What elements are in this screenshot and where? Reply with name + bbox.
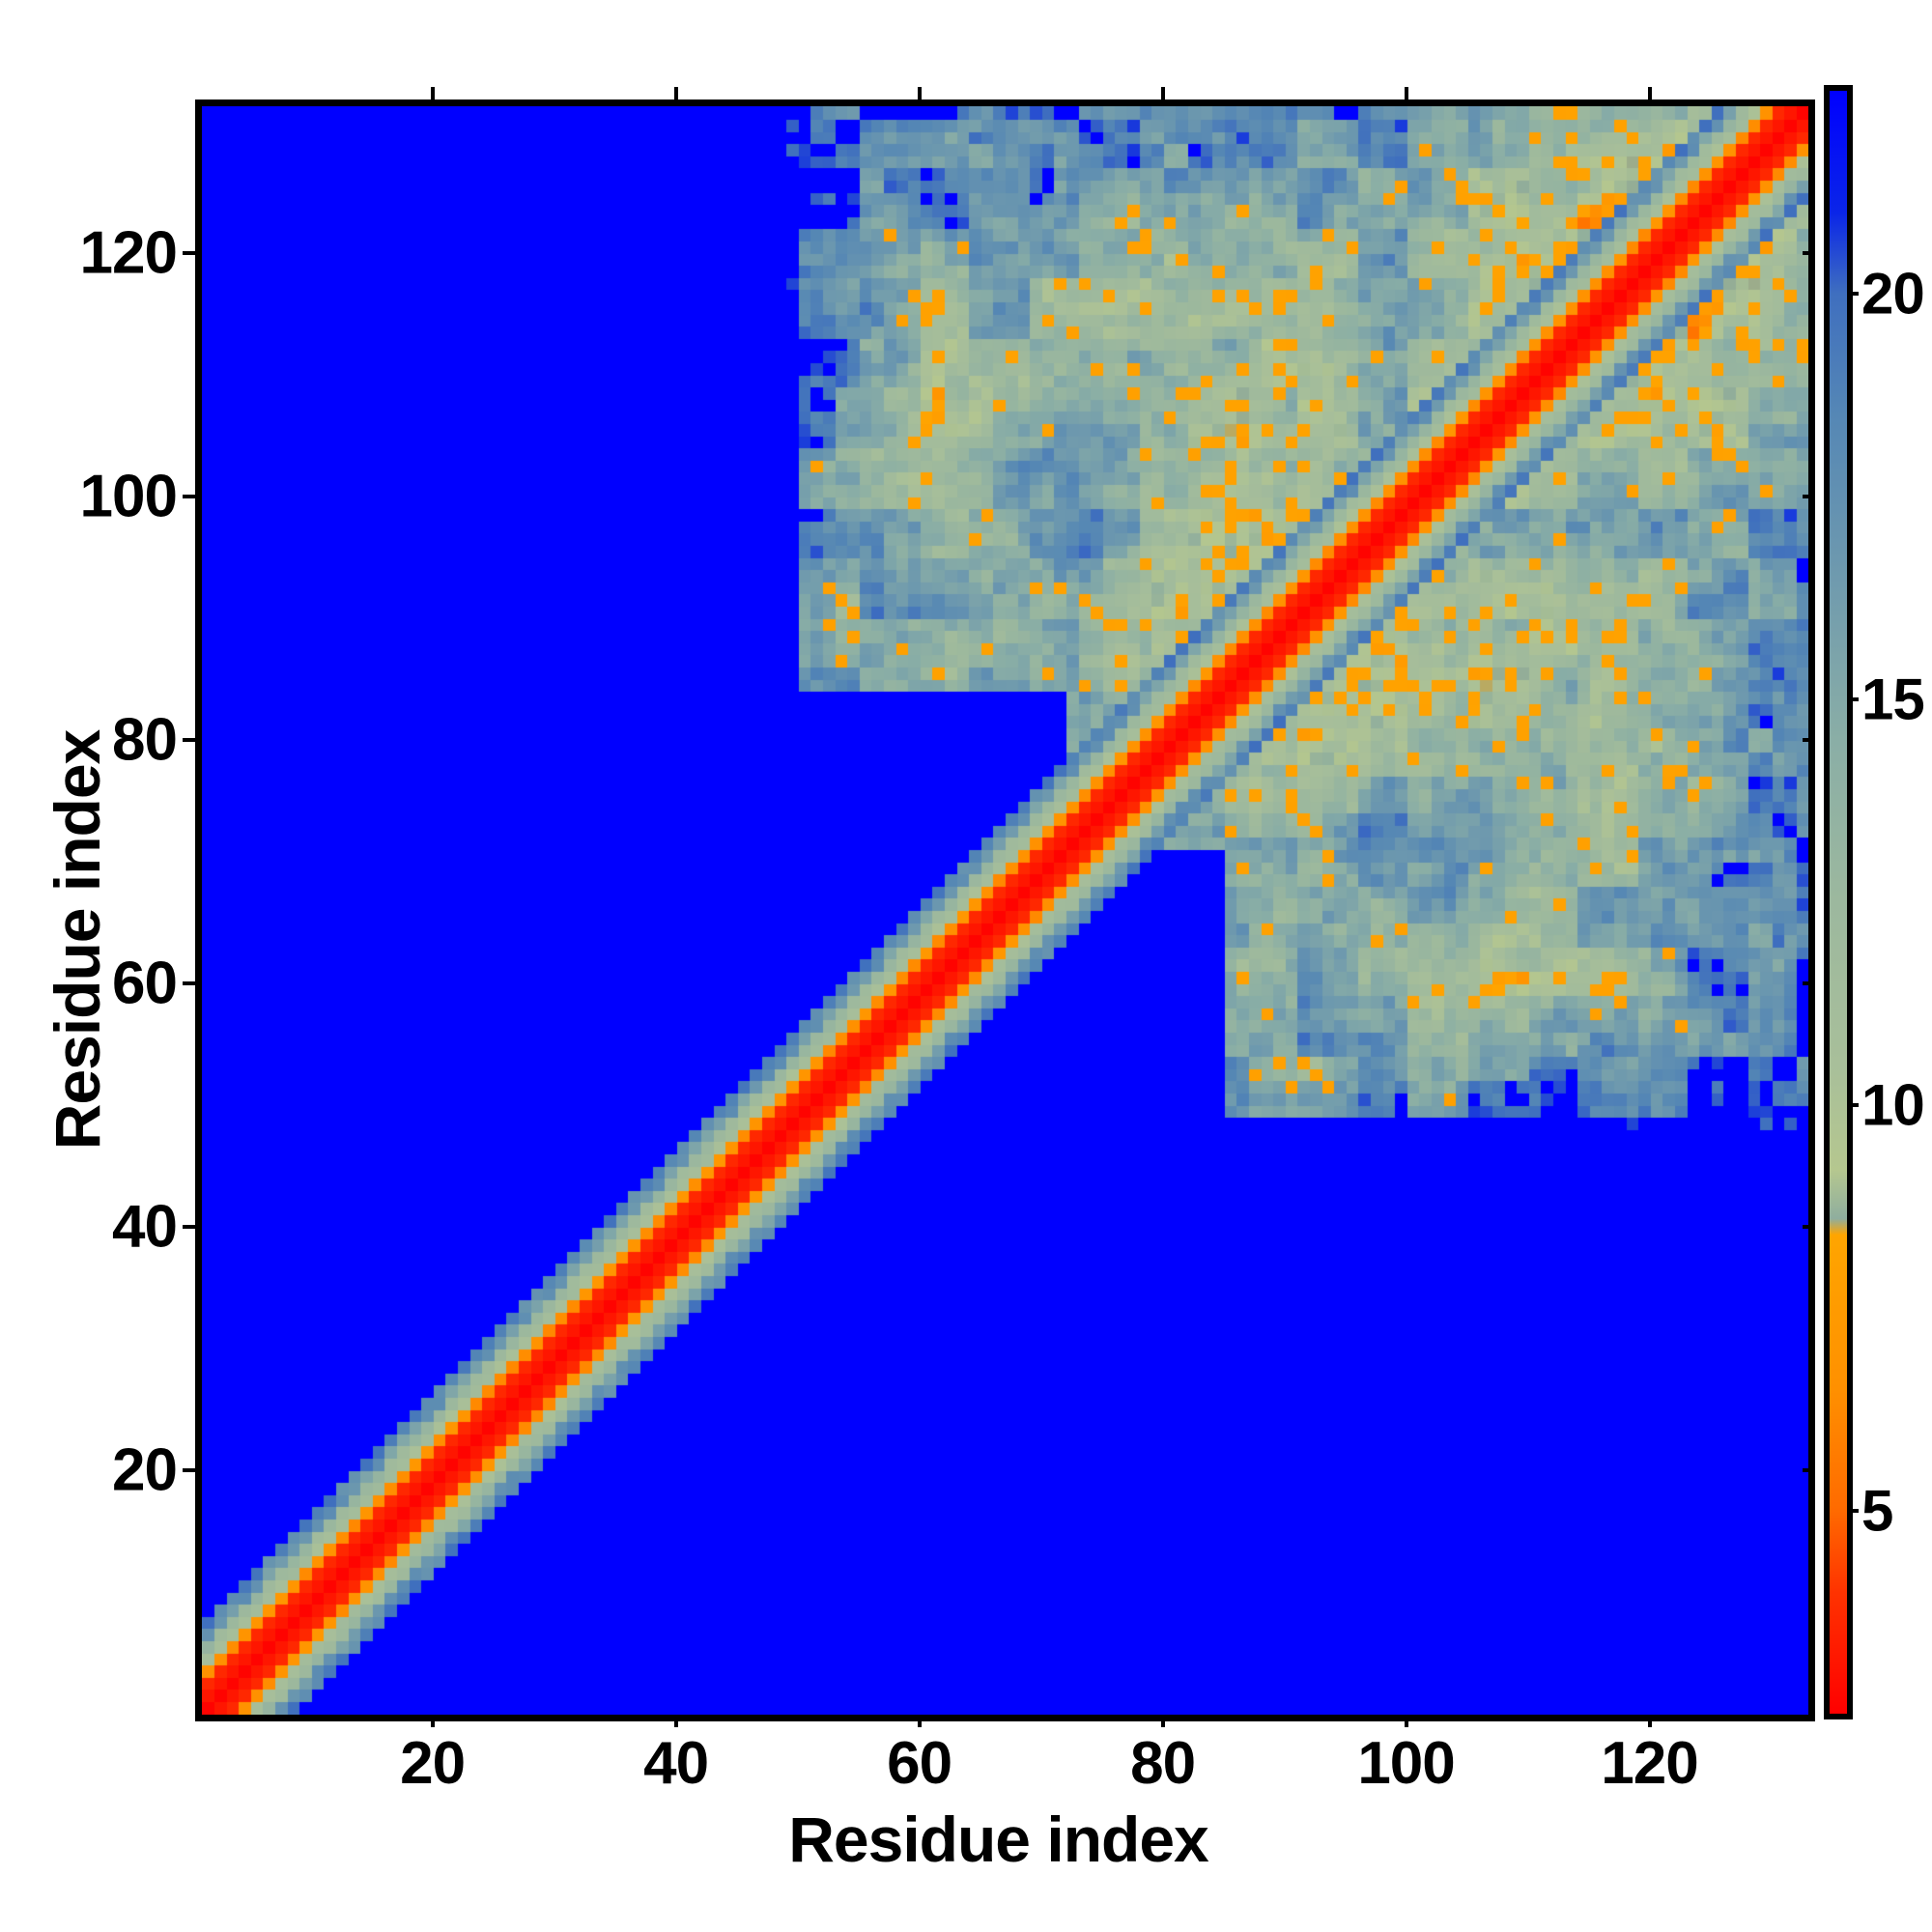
y-tick-label: 80 bbox=[112, 706, 178, 774]
y-tick-mark-right bbox=[1803, 495, 1815, 499]
x-tick-mark-top bbox=[917, 87, 922, 99]
x-tick-mark bbox=[1404, 1715, 1408, 1727]
x-tick-label: 120 bbox=[1601, 1730, 1698, 1797]
colorbar-tick-label: 20 bbox=[1861, 261, 1925, 327]
x-tick-label: 80 bbox=[1130, 1730, 1196, 1797]
x-tick-mark-top bbox=[1160, 87, 1165, 99]
heatmap-plot-area bbox=[195, 99, 1815, 1721]
colorbar-tick-mark bbox=[1847, 697, 1859, 701]
y-tick-mark bbox=[183, 1468, 195, 1473]
x-tick-label: 60 bbox=[887, 1730, 952, 1797]
colorbar-tick-mark bbox=[1847, 1509, 1859, 1513]
y-tick-label: 120 bbox=[79, 219, 178, 287]
x-tick-mark-top bbox=[673, 87, 678, 99]
y-axis-label: Residue index bbox=[42, 729, 113, 1151]
y-tick-mark bbox=[183, 738, 195, 743]
x-tick-mark bbox=[917, 1715, 922, 1727]
x-tick-mark bbox=[1160, 1715, 1165, 1727]
y-tick-mark-right bbox=[1803, 1225, 1815, 1230]
colorbar-tick-mark bbox=[1847, 292, 1859, 296]
colorbar-gradient bbox=[1830, 91, 1847, 1714]
y-tick-label: 20 bbox=[112, 1436, 178, 1504]
y-tick-mark-right bbox=[1803, 251, 1815, 256]
colorbar-tick-mark bbox=[1847, 1103, 1859, 1107]
colorbar-tick-label: 15 bbox=[1861, 667, 1925, 732]
x-tick-mark bbox=[1647, 1715, 1652, 1727]
colorbar-tick-label: 10 bbox=[1861, 1072, 1925, 1138]
x-tick-label: 20 bbox=[400, 1730, 466, 1797]
colorbar bbox=[1824, 85, 1853, 1719]
y-tick-mark-right bbox=[1803, 981, 1815, 986]
y-tick-mark bbox=[183, 1225, 195, 1230]
colorbar-tick-label: 5 bbox=[1861, 1478, 1893, 1544]
x-tick-label: 100 bbox=[1357, 1730, 1455, 1797]
y-tick-label: 100 bbox=[79, 463, 178, 530]
x-tick-mark-top bbox=[1404, 87, 1408, 99]
y-tick-mark bbox=[183, 251, 195, 256]
contact-map-canvas bbox=[202, 106, 1808, 1715]
x-tick-mark-top bbox=[1647, 87, 1652, 99]
x-tick-mark bbox=[673, 1715, 678, 1727]
y-tick-label: 60 bbox=[112, 950, 178, 1017]
y-tick-label: 40 bbox=[112, 1193, 178, 1261]
y-tick-mark-right bbox=[1803, 1468, 1815, 1473]
y-tick-mark bbox=[183, 495, 195, 499]
x-tick-mark bbox=[430, 1715, 435, 1727]
x-tick-mark-top bbox=[430, 87, 435, 99]
y-tick-mark-right bbox=[1803, 738, 1815, 743]
x-tick-label: 40 bbox=[643, 1730, 709, 1797]
x-axis-label: Residue index bbox=[788, 1804, 1208, 1875]
y-tick-mark bbox=[183, 981, 195, 986]
